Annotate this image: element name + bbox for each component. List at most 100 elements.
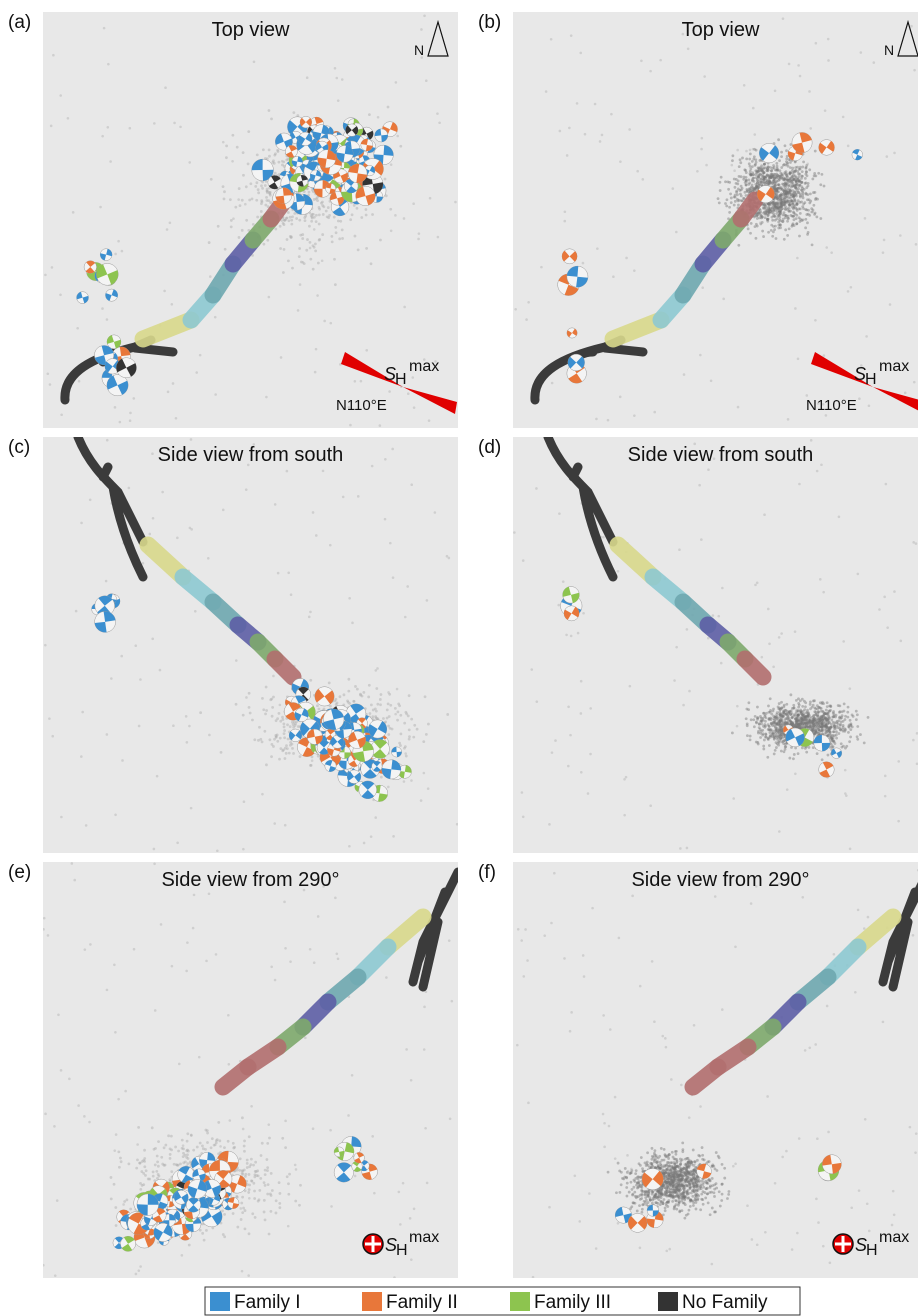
seismic-dot <box>773 186 777 190</box>
seismic-dot <box>792 706 796 710</box>
seismic-dot <box>772 202 776 206</box>
seismic-dot <box>151 516 155 520</box>
seismic-dot <box>805 186 809 190</box>
seismic-dot <box>776 729 779 733</box>
seismic-dot <box>827 721 831 725</box>
seismic-dot <box>826 37 830 41</box>
seismic-dot <box>411 376 415 379</box>
seismic-dot <box>738 192 742 196</box>
seismic-dot <box>760 180 763 184</box>
seismic-dot <box>782 237 786 241</box>
seismic-dot <box>788 188 792 192</box>
seismic-dot <box>770 176 773 179</box>
seismic-dot <box>106 125 110 129</box>
seismic-dot <box>839 720 843 724</box>
seismic-dot <box>737 198 741 202</box>
seismic-dot <box>208 275 212 278</box>
seismic-dot <box>799 710 803 714</box>
seismic-dot <box>328 543 332 547</box>
seismic-dot <box>754 186 758 190</box>
seismic-dot <box>769 228 773 232</box>
seismic-dot <box>779 737 783 741</box>
seismic-dot <box>248 1197 251 1200</box>
seismic-dot <box>132 947 136 951</box>
seismic-dot <box>247 1274 250 1277</box>
seismic-dot <box>322 205 326 209</box>
seismic-dot <box>261 696 264 700</box>
seismic-dot <box>705 163 708 167</box>
seismic-dot <box>771 203 775 207</box>
seismic-dot <box>826 718 829 722</box>
seismic-dot <box>806 181 810 185</box>
seismic-dot <box>803 725 807 728</box>
seismic-dot <box>374 669 378 672</box>
seismic-dot <box>806 714 810 718</box>
seismic-dot <box>221 140 225 144</box>
beach-ball-quadrant <box>312 124 330 142</box>
seismic-dot <box>778 724 782 728</box>
seismic-dot <box>829 743 833 746</box>
seismic-dot <box>793 717 797 721</box>
seismic-dot <box>778 205 782 209</box>
seismic-dot <box>815 724 819 728</box>
seismic-dot <box>782 176 786 180</box>
seismic-dot <box>803 725 806 729</box>
seismic-dot <box>310 212 314 216</box>
seismic-dot <box>818 706 822 710</box>
seismic-dot <box>794 175 798 179</box>
seismic-dot <box>379 775 383 779</box>
seismic-dot <box>602 535 605 539</box>
seismic-dot <box>305 76 309 80</box>
seismic-dot <box>685 846 689 850</box>
seismic-dot <box>293 724 297 727</box>
seismic-dot <box>797 719 801 722</box>
seismic-dot <box>814 318 817 322</box>
seismic-dot <box>753 147 756 151</box>
seismic-dot <box>810 728 814 732</box>
seismic-dot <box>80 755 83 758</box>
seismic-dot <box>827 726 831 729</box>
beach-ball-quadrant <box>343 140 361 158</box>
seismic-dot <box>240 198 244 202</box>
seismic-dot <box>299 233 303 237</box>
seismic-dot <box>781 17 785 20</box>
seismic-dot <box>862 741 866 745</box>
seismic-dot <box>782 192 786 196</box>
seismic-dot <box>376 702 380 706</box>
seismic-dot <box>790 179 794 183</box>
seismic-dot <box>101 307 104 310</box>
seismic-dot <box>827 728 830 732</box>
seismic-dot <box>729 196 733 200</box>
seismic-dot <box>252 1163 255 1167</box>
seismic-dot <box>763 715 767 718</box>
seismic-dot <box>686 47 690 51</box>
seismic-dot <box>586 792 590 795</box>
seismic-dot <box>780 632 783 635</box>
seismic-dot <box>795 713 799 717</box>
seismic-dot <box>823 724 827 728</box>
seismic-dot <box>832 715 835 719</box>
seismic-dot <box>806 708 809 712</box>
seismic-dot <box>796 715 800 719</box>
seismic-dot <box>252 60 256 64</box>
seismic-dot <box>820 722 824 726</box>
seismic-dot <box>788 710 792 713</box>
seismic-dot <box>88 498 92 502</box>
seismic-dot <box>334 697 338 701</box>
seismic-dot <box>751 176 755 180</box>
shmax-symbol: S <box>384 364 396 384</box>
seismic-dot <box>796 256 799 260</box>
seismic-dot <box>267 199 271 203</box>
beach-ball-quadrant <box>792 132 812 153</box>
seismic-dot <box>143 1157 147 1160</box>
seismic-dot <box>807 198 811 202</box>
seismic-dot <box>248 1183 252 1187</box>
seismic-dot <box>847 725 851 729</box>
seismic-dot <box>847 725 851 728</box>
seismic-dot <box>775 187 779 191</box>
seismic-dot <box>767 744 771 747</box>
seismic-dot <box>309 214 313 217</box>
seismic-dot <box>102 26 106 30</box>
seismic-dot <box>424 990 428 994</box>
seismic-dot <box>736 193 739 197</box>
